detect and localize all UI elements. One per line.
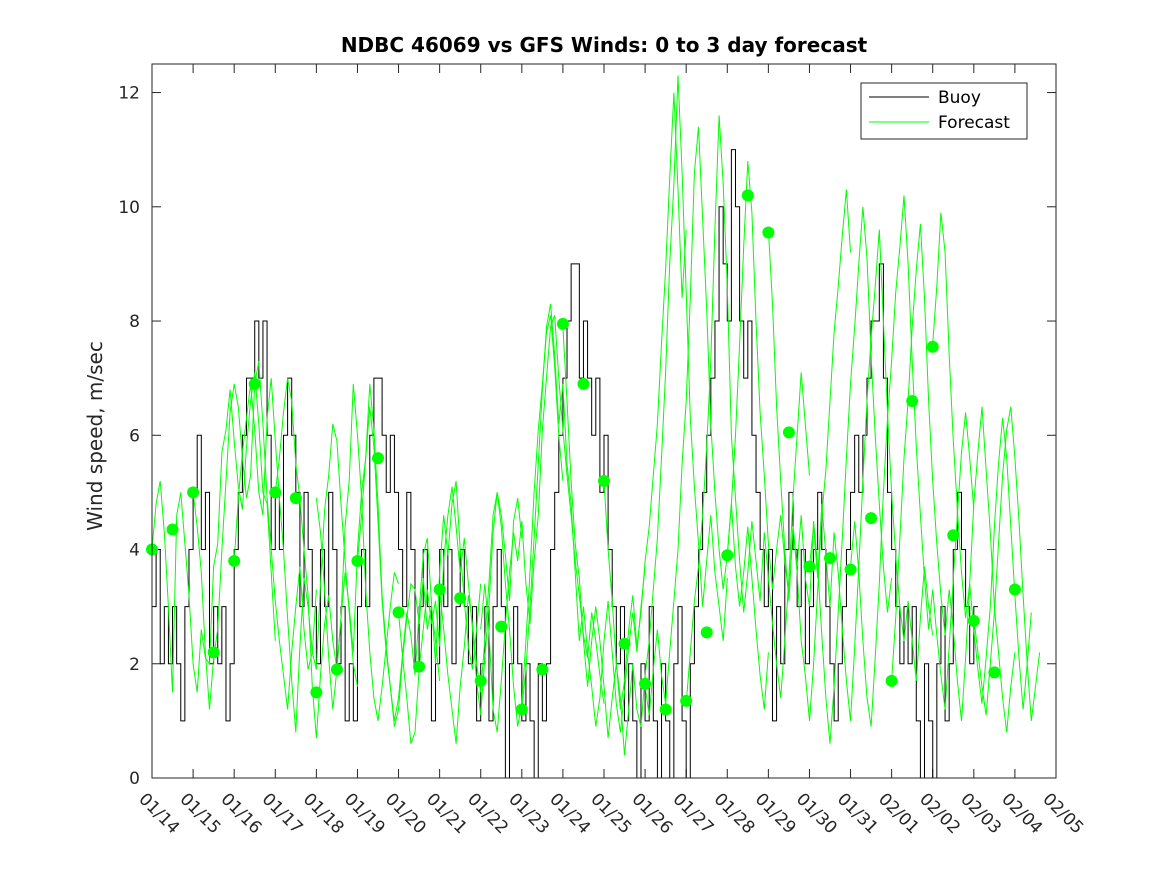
forecast-marker bbox=[721, 549, 734, 562]
forecast-marker bbox=[289, 492, 302, 505]
forecast-marker bbox=[351, 554, 364, 567]
forecast-line bbox=[973, 406, 1041, 721]
forecast-marker bbox=[844, 563, 857, 576]
forecast-line bbox=[603, 75, 728, 756]
forecast-marker bbox=[166, 523, 179, 536]
forecast-marker bbox=[207, 646, 220, 659]
y-tick-label: 12 bbox=[118, 84, 140, 104]
forecast-marker bbox=[885, 674, 898, 687]
forecast-marker bbox=[577, 377, 590, 390]
chart-title: NDBC 46069 vs GFS Winds: 0 to 3 day fore… bbox=[341, 33, 868, 57]
forecast-marker bbox=[392, 606, 405, 619]
legend-forecast-label: Forecast bbox=[938, 113, 1010, 133]
forecast-marker bbox=[700, 626, 713, 639]
forecast-marker bbox=[433, 583, 446, 596]
y-tick-label: 4 bbox=[129, 541, 140, 561]
forecast-line bbox=[850, 195, 975, 727]
forecast-marker bbox=[556, 317, 569, 330]
forecast-marker bbox=[515, 703, 528, 716]
y-tick-label: 6 bbox=[129, 426, 140, 446]
forecast-marker bbox=[906, 395, 919, 408]
forecast-line bbox=[562, 92, 687, 739]
forecast-marker bbox=[926, 340, 939, 353]
forecast-line bbox=[152, 372, 276, 693]
forecast-marker bbox=[310, 686, 323, 699]
forecast-marker bbox=[762, 226, 775, 239]
legend-box bbox=[860, 82, 1028, 140]
forecast-marker bbox=[248, 377, 261, 390]
buoy-line bbox=[152, 149, 978, 778]
forecast-line bbox=[233, 378, 358, 733]
forecast-marker bbox=[536, 663, 549, 676]
forecast-line bbox=[809, 229, 934, 721]
legend: Buoy Forecast bbox=[860, 82, 1028, 140]
forecast-marker bbox=[269, 486, 282, 499]
forecast-line bbox=[521, 303, 646, 733]
forecast-marker bbox=[413, 660, 426, 673]
forecast-marker bbox=[947, 529, 960, 542]
y-tick-label: 8 bbox=[129, 312, 140, 332]
forecast-marker bbox=[598, 474, 610, 487]
forecast-marker bbox=[988, 666, 1001, 679]
forecast-marker bbox=[967, 614, 980, 627]
forecast-marker bbox=[454, 592, 467, 605]
y-tick-label: 10 bbox=[118, 198, 140, 218]
forecast-marker bbox=[618, 637, 631, 650]
forecast-marker bbox=[824, 552, 836, 565]
forecast-marker bbox=[865, 512, 878, 525]
axes-box bbox=[151, 63, 1057, 779]
forecast-line bbox=[357, 383, 482, 721]
forecast-marker bbox=[639, 677, 652, 690]
forecast-marker bbox=[680, 694, 693, 707]
forecast-marker bbox=[803, 560, 816, 573]
forecast-marker bbox=[782, 426, 795, 439]
forecast-marker bbox=[330, 663, 343, 676]
y-axis-label: Wind speed, m/sec bbox=[83, 341, 107, 531]
forecast-marker bbox=[187, 486, 200, 499]
forecast-line bbox=[685, 115, 810, 704]
forecast-marker bbox=[659, 703, 672, 716]
forecast-marker bbox=[1008, 583, 1021, 596]
y-tick-label: 0 bbox=[129, 769, 140, 789]
forecast-marker bbox=[495, 620, 508, 633]
forecast-marker bbox=[228, 554, 241, 567]
forecast-marker bbox=[474, 674, 487, 687]
legend-buoy-label: Buoy bbox=[938, 88, 981, 108]
forecast-marker bbox=[372, 452, 384, 465]
forecast-marker bbox=[741, 189, 754, 202]
forecast-line bbox=[767, 206, 893, 744]
y-tick-label: 2 bbox=[129, 655, 140, 675]
